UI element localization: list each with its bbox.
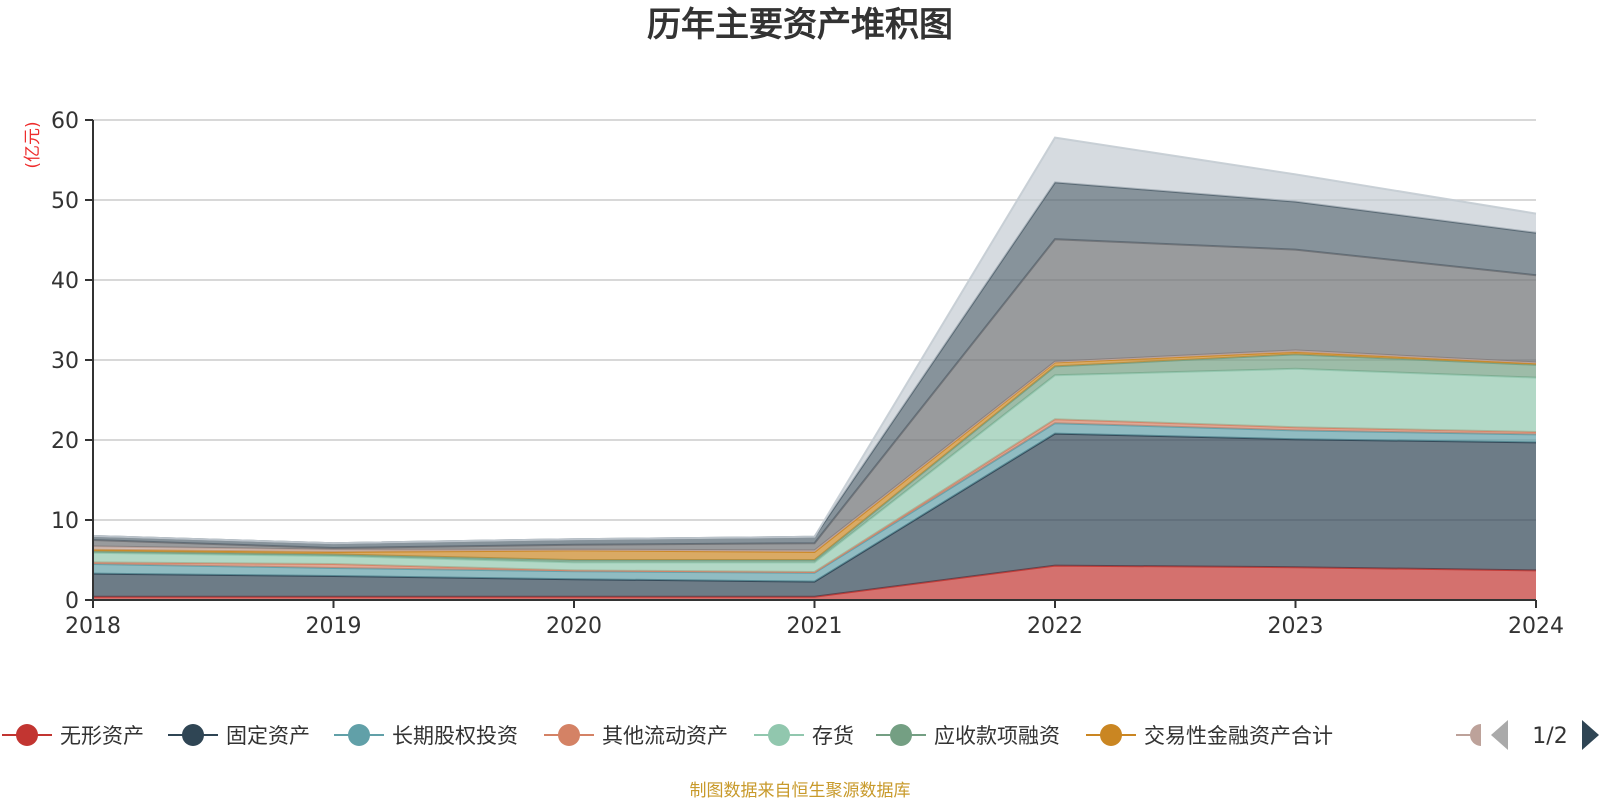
- triangle-right-icon[interactable]: [1582, 720, 1599, 750]
- legend: 无形资产 固定资产 长期股权投资 其他流动资产 存货 应收款项融资 交易性金融资产合计 1/2: [2, 720, 1599, 750]
- axes: 0 10 20 30 40 50 60 2018 2019 2020 2021 2022 2023 202…: [51, 109, 1564, 639]
- triangle-left-icon[interactable]: [1491, 720, 1508, 750]
- legend-marker: [348, 724, 370, 746]
- legend-label: 存货: [812, 724, 854, 748]
- x-tick-label: 2022: [1027, 614, 1083, 639]
- legend-marker: [890, 724, 912, 746]
- source-note: 制图数据来自恒生聚源数据库: [690, 781, 911, 800]
- area-series-4[interactable]: [93, 368, 1536, 572]
- x-tick-label: 2021: [787, 614, 843, 639]
- legend-item-4[interactable]: 存货: [754, 724, 854, 748]
- legend-marker: [182, 724, 204, 746]
- x-tick-label: 2018: [65, 614, 121, 639]
- legend-marker: [16, 724, 38, 746]
- legend-label: 固定资产: [226, 724, 310, 748]
- y-axis-unit: (亿元): [23, 121, 43, 168]
- legend-label: 其他流动资产: [602, 724, 728, 748]
- legend-label: 应收款项融资: [934, 724, 1060, 748]
- legend-item-0[interactable]: 无形资产: [2, 724, 144, 748]
- legend-item-5[interactable]: 应收款项融资: [876, 724, 1060, 748]
- y-tick-label: 10: [51, 509, 79, 534]
- legend-item-6[interactable]: 交易性金融资产合计: [1086, 724, 1333, 748]
- chart-title: 历年主要资产堆积图: [647, 5, 953, 45]
- legend-marker: [1470, 724, 1481, 746]
- y-tick-label: 40: [51, 269, 79, 294]
- legend-marker: [768, 724, 790, 746]
- y-tick-label: 20: [51, 429, 79, 454]
- x-tick-label: 2024: [1508, 614, 1564, 639]
- area-series-2[interactable]: [93, 423, 1536, 582]
- legend-marker: [1100, 724, 1122, 746]
- legend-item-2[interactable]: 长期股权投资: [334, 724, 518, 748]
- legend-item-1[interactable]: 固定资产: [168, 724, 310, 748]
- area-series-9[interactable]: [93, 182, 1536, 548]
- area-series-1[interactable]: [93, 433, 1536, 597]
- legend-label: 长期股权投资: [392, 724, 518, 748]
- area-series-line-10: [92, 136, 1537, 545]
- x-tick-label: 2020: [546, 614, 602, 639]
- legend-label: 无形资产: [60, 724, 144, 748]
- y-tick-label: 0: [65, 589, 79, 614]
- y-tick-label: 30: [51, 349, 79, 374]
- y-tick-label: 50: [51, 189, 79, 214]
- x-tick-label: 2019: [306, 614, 362, 639]
- legend-item-3[interactable]: 其他流动资产: [544, 724, 728, 748]
- y-tick-label: 60: [51, 109, 79, 134]
- stacked-areas: [92, 136, 1537, 600]
- legend-marker: [558, 724, 580, 746]
- area-series-0[interactable]: [93, 565, 1536, 600]
- legend-item-clipped[interactable]: [1456, 724, 1481, 746]
- area-series-8[interactable]: [93, 239, 1536, 551]
- x-tick-label: 2023: [1268, 614, 1324, 639]
- legend-label: 交易性金融资产合计: [1144, 724, 1333, 748]
- legend-page-indicator: 1/2: [1532, 724, 1567, 749]
